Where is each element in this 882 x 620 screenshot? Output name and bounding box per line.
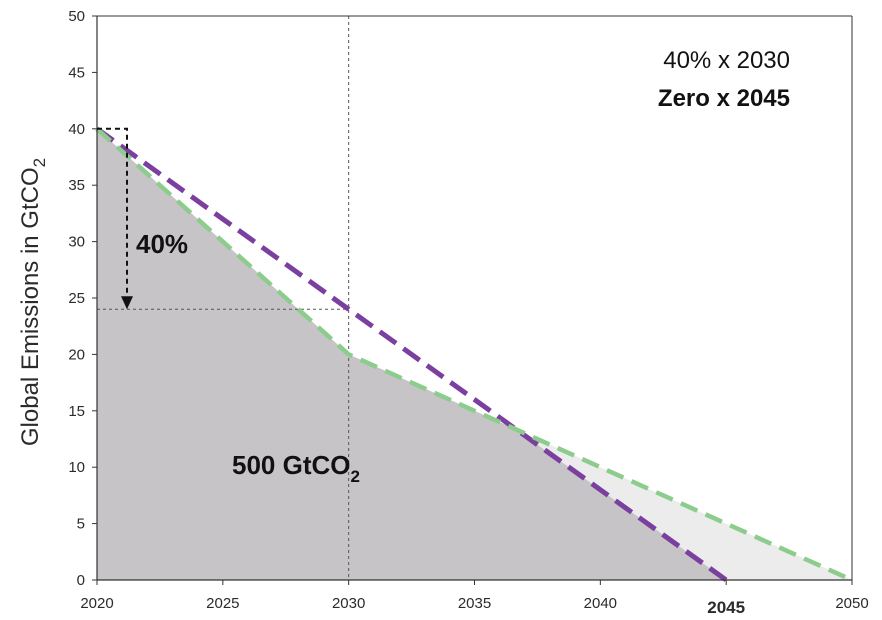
series-lines xyxy=(95,126,853,583)
x-tick-label: 2035 xyxy=(458,595,491,612)
reference-lines xyxy=(97,16,350,580)
y-tick-label: 35 xyxy=(68,177,85,194)
x-tick-label: 2040 xyxy=(584,595,617,612)
y-tick-label: 30 xyxy=(68,234,85,251)
x-tick-label: 2020 xyxy=(80,595,113,612)
y-tick-label: 40 xyxy=(68,121,85,138)
area-fill-dark xyxy=(97,128,852,581)
reduction-arrow xyxy=(97,127,133,310)
y-tick-label: 45 xyxy=(68,64,85,81)
reduction-arrow-line xyxy=(97,127,128,298)
x-tick-label: 2030 xyxy=(332,595,365,612)
reduction-arrow-head xyxy=(121,296,133,310)
series-line-2 xyxy=(95,127,853,583)
y-tick-label: 20 xyxy=(68,346,85,363)
x-tick-label-highlight: 2045 xyxy=(707,598,745,617)
area-fills xyxy=(97,128,852,581)
y-tick-label: 25 xyxy=(68,290,85,307)
y-tick-label: 50 xyxy=(68,8,85,25)
x-axis-ticks: 2020 2025 2030 2035 2040 2045 2050 xyxy=(80,580,869,617)
y-tick-label: 15 xyxy=(68,403,85,420)
reduction-label: 40% xyxy=(136,229,188,259)
x-tick-label: 2050 xyxy=(835,595,868,612)
series-line-1 xyxy=(95,126,728,583)
y-axis-ticks: 0 5 10 15 20 25 30 35 40 45 50 xyxy=(68,8,97,589)
y-axis-label: Global Emissions in GtCO2 xyxy=(17,158,49,446)
target-annotation-2045: Zero x 2045 xyxy=(658,85,790,112)
carbon-budget-label: 500 GtCO2 xyxy=(232,450,360,486)
target-annotation-2030: 40% x 2030 xyxy=(663,47,790,74)
y-tick-label: 10 xyxy=(68,459,85,476)
y-tick-label: 0 xyxy=(77,572,85,589)
y-tick-label: 5 xyxy=(77,516,85,533)
x-tick-label: 2025 xyxy=(206,595,239,612)
